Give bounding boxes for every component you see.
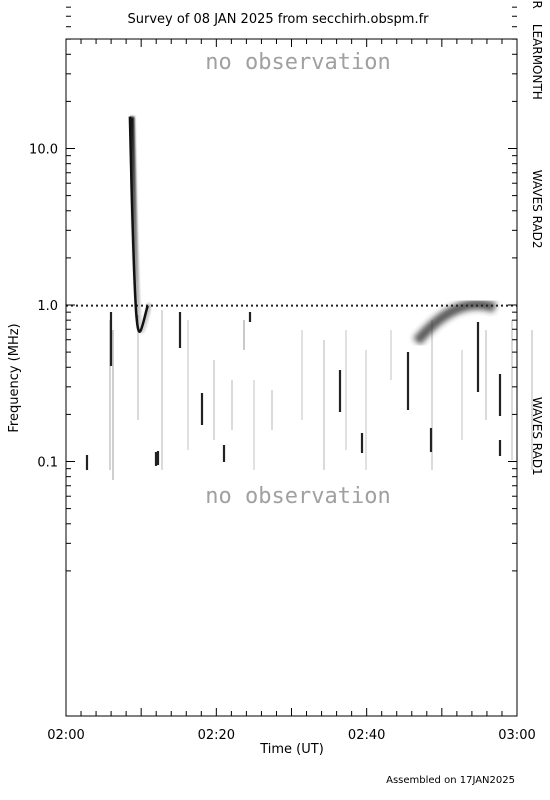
y-tick-label: 10.0 xyxy=(29,143,58,158)
plot-area xyxy=(66,39,517,716)
band-labels: WAVES RAD1 WAVES RAD2 LEARMONTH GAURIBIDANU… xyxy=(530,0,544,476)
x-axis-ticks xyxy=(65,39,518,716)
x-tick-label: 02:20 xyxy=(198,728,235,743)
emission-patch xyxy=(412,299,497,345)
x-tick-label: 02:40 xyxy=(348,728,385,743)
x-tick-label: 02:00 xyxy=(47,728,84,743)
y-tick-label: 0.1 xyxy=(37,456,58,471)
band-label: WAVES RAD1 xyxy=(530,397,544,476)
y-tick-label: 1.0 xyxy=(37,299,58,314)
plot-background xyxy=(66,39,517,716)
x-axis-label: Time (UT) xyxy=(259,742,324,757)
no-observation-label: no observation xyxy=(205,484,390,509)
footer-note: Assembled on 17JAN2025 xyxy=(386,775,515,786)
y-axis-tick-labels: 0.1 1.0 10.0 100.0 xyxy=(21,0,58,471)
y-tick-label: 100.0 xyxy=(21,0,58,1)
chart-title: Survey of 08 JAN 2025 from secchirh.obsp… xyxy=(128,12,430,27)
spectrogram-band xyxy=(66,116,533,480)
type-iii-burst-core xyxy=(128,116,149,333)
y-axis-label: Frequency (MHz) xyxy=(7,323,22,432)
type-iii-burst xyxy=(129,116,153,334)
x-tick-label: 03:00 xyxy=(498,728,535,743)
band-label: GAURIBIDANUR xyxy=(530,0,544,9)
band-label: LEARMONTH xyxy=(530,24,544,100)
x-axis-tick-labels: 02:00 02:20 02:40 03:00 xyxy=(47,728,535,743)
y-axis-ticks xyxy=(66,6,517,572)
no-observation-label: no observation xyxy=(205,50,390,75)
band-label: WAVES RAD2 xyxy=(530,170,544,249)
